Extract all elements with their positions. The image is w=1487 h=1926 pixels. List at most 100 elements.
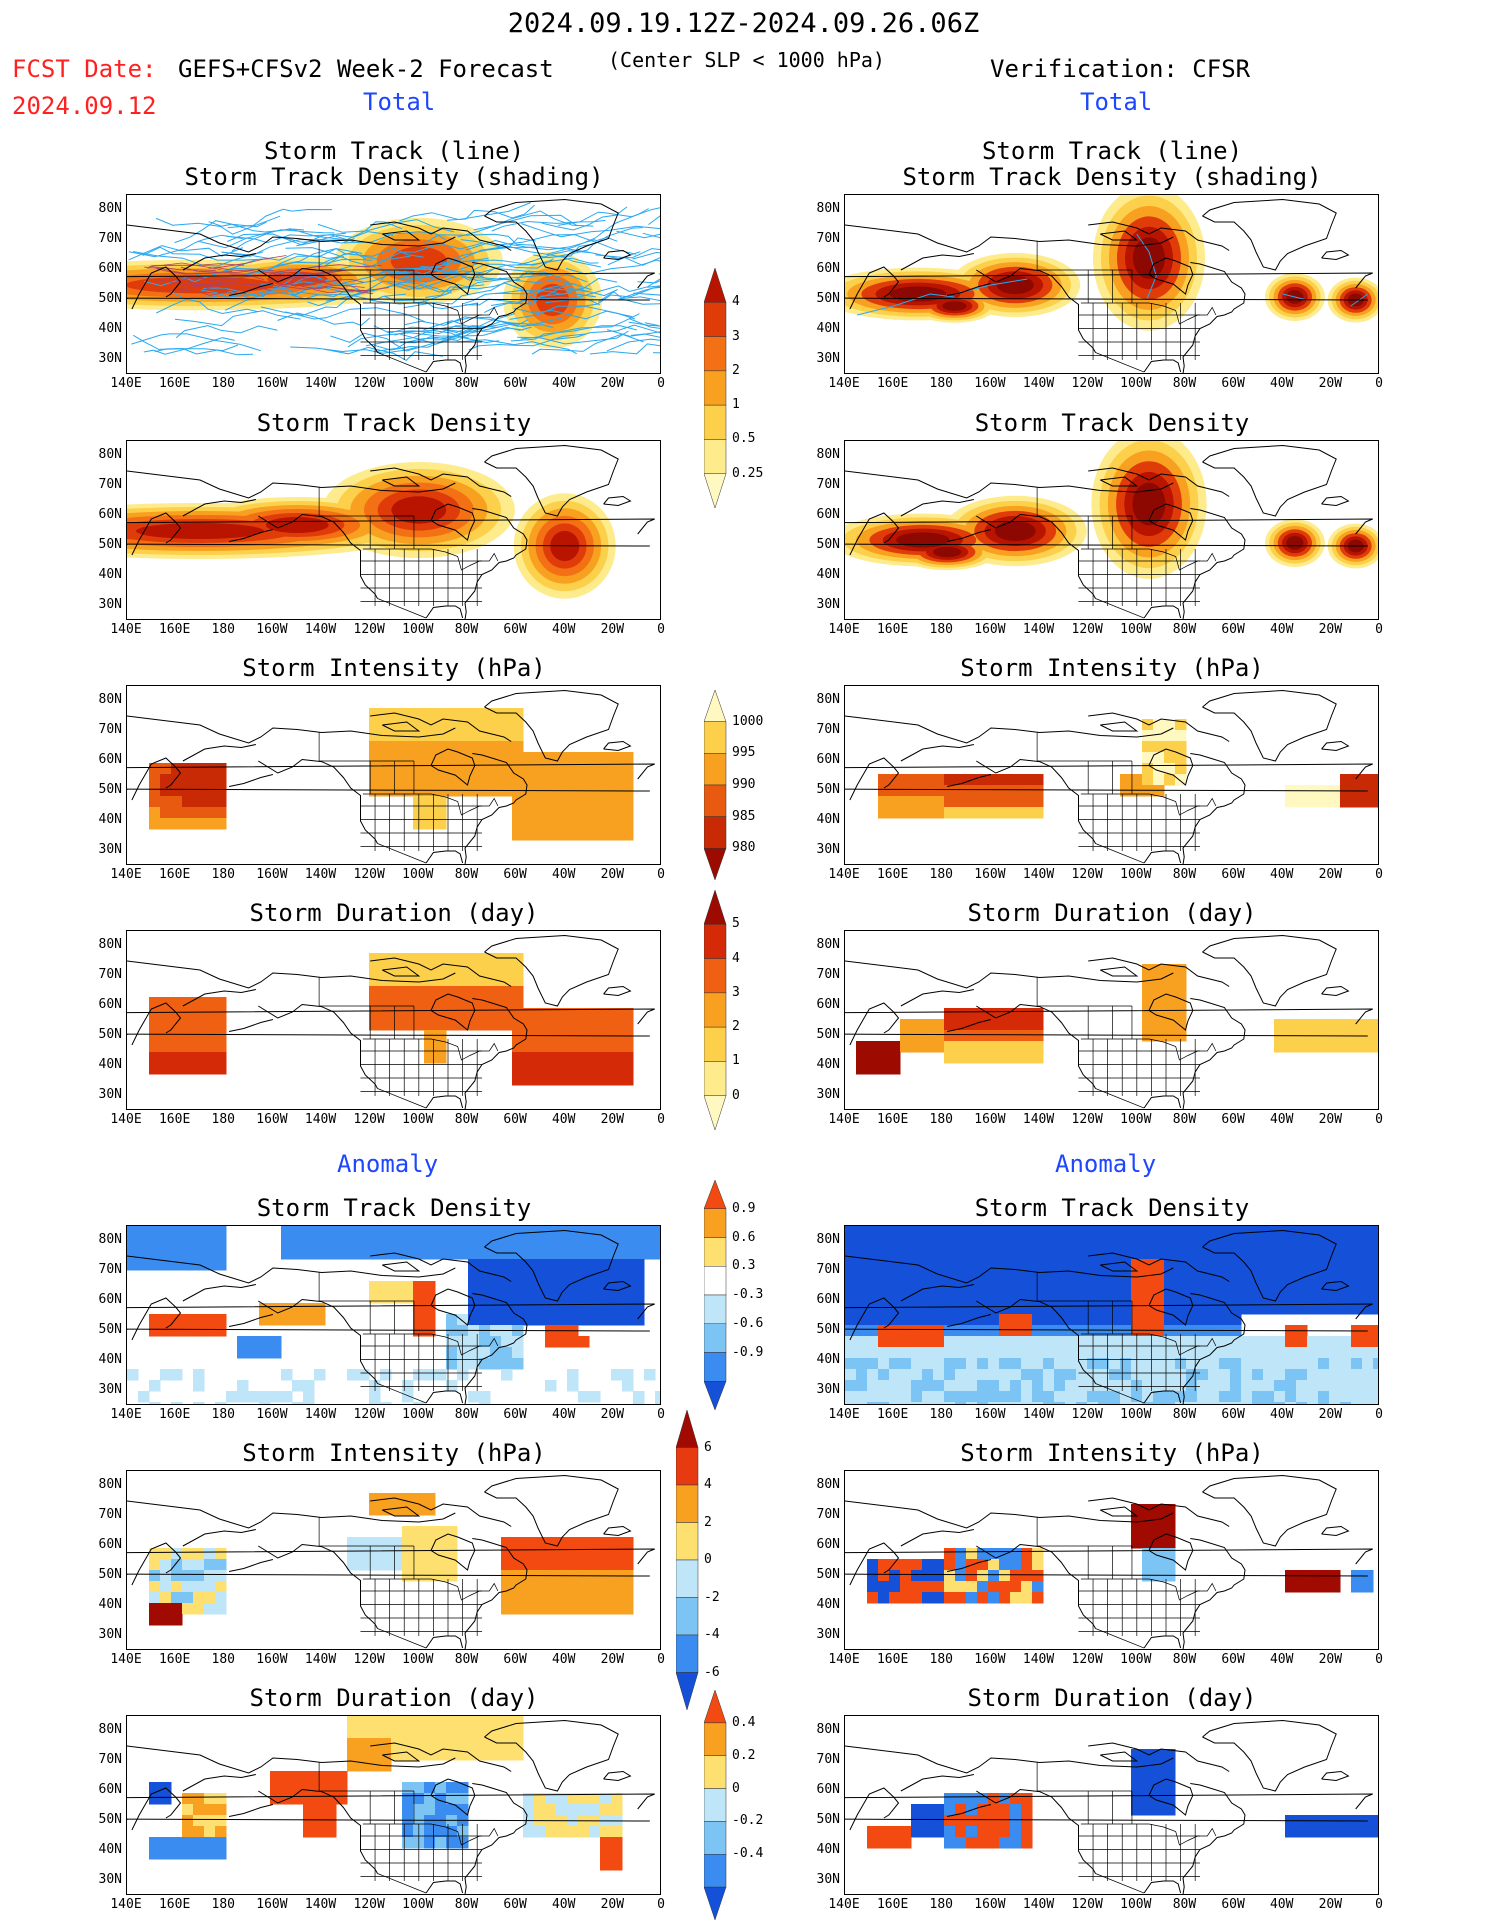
lon-tick-label: 20W (600, 1897, 625, 1912)
coastline (845, 1719, 1373, 1894)
colorbar-label: 0 (732, 1780, 740, 1796)
lon-tick-label: 40W (551, 622, 576, 637)
lon-tick-label: 140W (1022, 376, 1055, 391)
lon-tick-label: 140W (1022, 1897, 1055, 1912)
map-panel-fc-anom-duration (126, 1715, 661, 1895)
lon-tick-label: 120W (353, 1652, 385, 1667)
lon-tick-label: 20W (600, 1407, 625, 1422)
lat-tick-label: 50N (816, 1322, 840, 1337)
lat-tick-label: 80N (98, 447, 122, 462)
lon-tick-label: 20W (1318, 867, 1343, 882)
panel-title: Storm Track Density (974, 1194, 1250, 1222)
lon-tick-label: 60W (1221, 1897, 1245, 1912)
colorbar-label: 3 (732, 984, 740, 1000)
lon-tick-label: 100W (402, 1407, 434, 1422)
lon-tick-label: 140W (304, 1652, 337, 1667)
map-plot (127, 934, 655, 1109)
lon-tick-label: 160W (256, 622, 288, 637)
lat-tick-label: 50N (98, 782, 122, 797)
density-shading (845, 195, 1378, 331)
lat-tick-label: 30N (816, 1382, 840, 1397)
lon-tick-label: 140E (110, 376, 142, 391)
lat-tick-label: 30N (816, 1627, 840, 1642)
lon-tick-label: 160W (974, 867, 1006, 882)
lat-tick-label: 30N (98, 1382, 122, 1397)
lat-tick-label: 40N (816, 567, 840, 582)
lon-tick-label: 160W (974, 376, 1006, 391)
political-borders (318, 487, 499, 619)
colorbar-label: 990 (732, 777, 756, 792)
lat-tick-label: 50N (98, 537, 122, 552)
lat-tick-label: 80N (816, 447, 840, 462)
lat-tick-label: 60N (98, 1292, 122, 1307)
lon-tick-label: 140W (1022, 1407, 1055, 1422)
map-plot (127, 1716, 655, 1894)
field-cells (149, 708, 634, 841)
lon-tick-label: 60W (1221, 1112, 1245, 1127)
lon-tick-label: 0 (657, 622, 665, 637)
colorbar (703, 1179, 728, 1416)
lat-tick-label: 60N (816, 507, 840, 522)
lon-tick-label: 100W (402, 1112, 434, 1127)
colorbar-label: 0.2 (732, 1747, 756, 1763)
colorbar (703, 889, 728, 1136)
lat-tick-label: 40N (816, 1597, 840, 1612)
map-plot (845, 441, 1378, 619)
colorbar (703, 267, 728, 514)
lon-tick-label: 80W (454, 1652, 479, 1667)
lon-tick-label: 0 (657, 1407, 665, 1422)
field-cells (845, 1226, 1378, 1404)
lon-tick-label: 80W (454, 1897, 479, 1912)
lat-tick-label: 80N (98, 692, 122, 707)
lon-tick-label: 160W (974, 1407, 1006, 1422)
colorbar-label: -4 (704, 1627, 720, 1642)
colorbar-label: 0.6 (732, 1229, 756, 1245)
lon-tick-label: 60W (1221, 622, 1245, 637)
colorbar-label: -0.3 (732, 1287, 764, 1302)
map-panel-obs-intensity (844, 685, 1379, 865)
lon-tick-label: 20W (1318, 1897, 1343, 1912)
lat-tick-label: 60N (98, 1782, 122, 1797)
colorbar-label: -2 (704, 1589, 720, 1605)
colorbar-label: 1 (732, 397, 740, 413)
lon-tick-label: 160W (256, 867, 288, 882)
storm-track-lines-dense (144, 255, 390, 296)
lon-tick-label: 80W (1172, 1407, 1197, 1422)
lon-tick-label: 20W (1318, 622, 1343, 637)
storm-track-lines (128, 202, 660, 362)
lon-tick-label: 160W (974, 622, 1006, 637)
lon-tick-label: 140E (110, 622, 142, 637)
lon-tick-label: 160W (974, 1652, 1006, 1667)
political-borders (318, 241, 499, 373)
lon-tick-label: 100W (402, 867, 434, 882)
lon-tick-label: 180 (929, 1652, 953, 1667)
panel-title: Storm Track (line) Storm Track Density (… (902, 137, 1322, 191)
lon-tick-label: 0 (1375, 867, 1383, 882)
field-cells (867, 1504, 1374, 1604)
lon-tick-label: 160E (876, 1897, 909, 1912)
colorbar (703, 1689, 728, 1926)
lon-tick-label: 140E (828, 1652, 860, 1667)
lat-tick-label: 80N (816, 201, 840, 216)
lat-tick-label: 60N (816, 1537, 840, 1552)
lat-tick-label: 60N (98, 261, 122, 276)
panel-title: Storm Intensity (hPa) (960, 654, 1264, 682)
map-panel-fc-anom-density (126, 1225, 661, 1405)
lat-tick-label: 30N (98, 597, 122, 612)
lat-tick-label: 80N (98, 1477, 122, 1492)
lat-tick-label: 40N (816, 321, 840, 336)
lat-tick-label: 60N (816, 752, 840, 767)
lon-tick-label: 20W (600, 1112, 625, 1127)
lon-tick-label: 20W (600, 622, 625, 637)
colorbar-label: 2 (732, 1019, 740, 1035)
lon-tick-label: 0 (657, 867, 665, 882)
lon-tick-label: 0 (657, 376, 665, 391)
colorbar-label: -0.6 (732, 1315, 764, 1331)
colorbar-label: 2 (704, 1514, 712, 1530)
lat-tick-label: 50N (816, 1027, 840, 1042)
coastline (127, 198, 655, 373)
lon-tick-label: 180 (929, 622, 953, 637)
lat-tick-label: 30N (816, 842, 840, 857)
lat-tick-label: 70N (98, 1507, 122, 1522)
lon-tick-label: 160E (158, 376, 191, 391)
